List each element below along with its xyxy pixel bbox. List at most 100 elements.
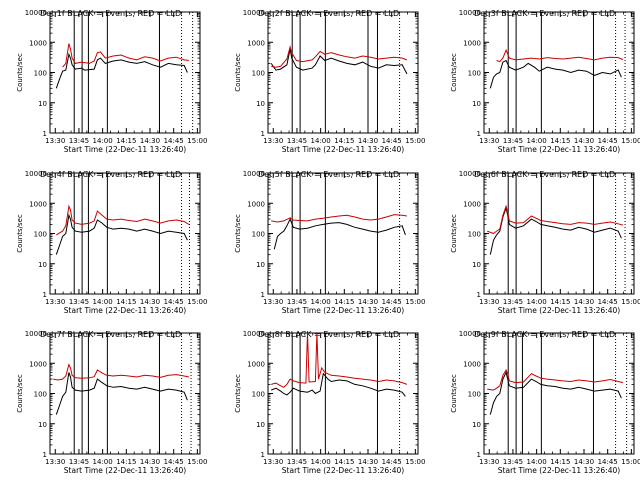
y-axis-label: Counts/sec [234,214,242,253]
x-axis-label: Start Time (22-Dec-11 13:26:40) [282,145,404,154]
x-axis-label: Start Time (22-Dec-11 13:26:40) [64,145,186,154]
x-axis-label: Start Time (22-Dec-11 13:26:40) [498,466,620,475]
x-axis-label: Start Time (22-Dec-11 13:26:40) [282,466,404,475]
y-tick-label: 10 [472,421,481,429]
x-tick-label: 14:45 [382,458,402,466]
y-tick-label: 100 [252,391,265,399]
x-tick-label: 13:30 [45,137,65,145]
y-tick-label: 10000 [459,330,481,338]
series-lld-line [271,333,408,388]
x-tick-label: 14:45 [164,137,184,145]
y-tick-label: 1 [43,130,47,138]
x-tick-label: 13:45 [69,458,89,466]
x-tick-label: 14:15 [550,458,570,466]
series-events-line [489,206,622,255]
y-tick-label: 1000 [29,360,47,368]
y-tick-label: 10000 [459,9,481,17]
x-tick-label: 13:45 [69,137,89,145]
y-tick-label: 10 [472,100,481,108]
y-axis-label: Counts/sec [16,53,24,92]
x-tick-label: 14:00 [527,458,547,466]
x-tick-label: 15:00 [187,458,207,466]
series-lld-line [53,363,190,381]
y-tick-label: 1 [477,291,481,299]
x-tick-label: 14:45 [164,298,184,306]
y-axis-label: Counts/sec [450,214,458,253]
y-tick-label: 10 [38,100,47,108]
x-tick-label: 14:30 [574,458,594,466]
series-events-line [273,217,406,250]
event-lines [507,173,626,294]
y-tick-label: 10000 [25,330,47,338]
event-lines [507,12,626,133]
series-events-line [55,372,188,415]
y-tick-label: 10 [38,261,47,269]
series-lld-line [62,43,189,68]
x-tick-label: 14:15 [116,298,136,306]
plot-frame [483,332,635,455]
y-tick-label: 1000 [463,39,481,47]
x-tick-label: 14:15 [334,458,354,466]
event-lines [73,333,192,454]
y-axis-label: Counts/sec [234,374,242,413]
x-axis-label: Start Time (22-Dec-11 13:26:40) [498,145,620,154]
y-tick-label: 1000 [29,39,47,47]
x-tick-label: 14:00 [311,137,331,145]
x-tick-label: 13:30 [479,298,499,306]
y-tick-label: 10 [256,100,265,108]
x-tick-label: 14:00 [93,458,113,466]
y-axis-label: Counts/sec [16,374,24,413]
x-tick-label: 13:30 [263,298,283,306]
x-tick-label: 14:30 [574,137,594,145]
x-tick-label: 13:45 [69,298,89,306]
plot-frame [483,172,635,295]
x-tick-label: 13:30 [45,298,65,306]
x-tick-label: 14:00 [311,298,331,306]
series-events-line [489,370,622,415]
plot-frame [49,11,201,134]
x-axis-label: Start Time (22-Dec-11 13:26:40) [64,466,186,475]
y-tick-label: 10 [256,261,265,269]
y-tick-label: 10000 [25,9,47,17]
y-tick-label: 1000 [247,200,265,208]
x-tick-label: 14:45 [164,458,184,466]
chart-panel-1: Det 1f BLACK = Events, RED = LLD11010010… [16,9,207,154]
x-tick-label: 13:45 [503,298,523,306]
x-tick-label: 13:30 [45,458,65,466]
x-tick-label: 14:30 [358,458,378,466]
y-tick-label: 100 [252,231,265,239]
y-tick-label: 10000 [459,170,481,178]
y-tick-label: 10 [256,421,265,429]
event-lines [73,12,194,133]
x-tick-label: 13:45 [287,298,307,306]
series-lld-line [271,44,408,68]
x-axis-label: Start Time (22-Dec-11 13:26:40) [64,306,186,315]
y-tick-label: 100 [34,70,47,78]
x-tick-label: 13:30 [479,458,499,466]
x-tick-label: 15:00 [621,458,640,466]
x-axis-label: Start Time (22-Dec-11 13:26:40) [498,306,620,315]
y-tick-label: 100 [34,391,47,399]
x-tick-label: 14:45 [598,137,618,145]
y-tick-label: 10 [472,261,481,269]
y-tick-label: 100 [468,231,481,239]
x-tick-label: 14:00 [311,458,331,466]
series-events-line [55,52,188,89]
x-tick-label: 14:45 [382,137,402,145]
series-events-line [55,213,188,255]
y-tick-label: 10000 [243,9,265,17]
chart-panel-9: Det 9f BLACK = Events, RED = LLD11010010… [450,330,640,475]
x-tick-label: 14:45 [598,298,618,306]
y-tick-label: 1000 [247,39,265,47]
x-tick-label: 14:15 [550,137,570,145]
y-tick-label: 1000 [29,200,47,208]
x-tick-label: 14:45 [382,298,402,306]
x-tick-label: 13:45 [287,458,307,466]
chart-panel-2: Det 2f BLACK = Events, RED = LLD11010010… [234,9,425,154]
y-tick-label: 1000 [463,200,481,208]
x-tick-label: 14:00 [93,298,113,306]
x-tick-label: 13:30 [263,458,283,466]
x-tick-label: 15:00 [621,137,640,145]
x-tick-label: 14:15 [116,458,136,466]
